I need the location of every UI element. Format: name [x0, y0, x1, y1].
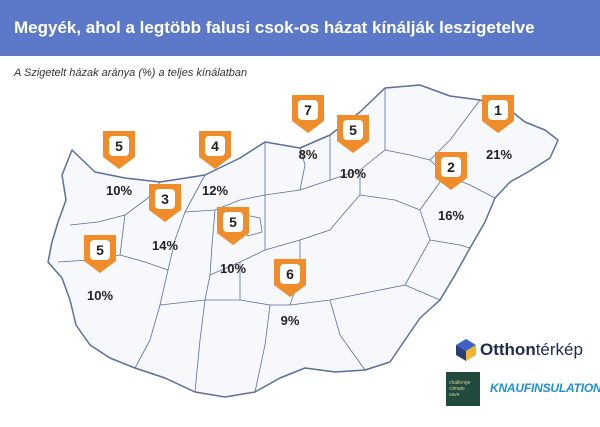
rank-badge-3: 3	[147, 182, 183, 224]
logo-text-light: térkép	[535, 340, 583, 359]
rank-badge-7: 7	[290, 93, 326, 135]
location-pin-icon	[274, 259, 306, 297]
location-pin-icon	[292, 95, 324, 133]
rank-number: 5	[229, 214, 237, 230]
rank-badge-4: 4	[197, 129, 233, 171]
logo-text-bold: Otthon	[480, 340, 536, 359]
rank-badge-5c: 5	[215, 205, 251, 247]
rank-badge-5a: 5	[101, 129, 137, 171]
location-pin-icon	[435, 152, 467, 190]
rank-badge-5b: 5	[335, 113, 371, 155]
rank-number: 5	[96, 242, 104, 258]
percent-label: 10%	[339, 166, 367, 181]
location-pin-icon	[84, 235, 116, 273]
percent-label: 9%	[280, 313, 300, 328]
percent-label: 10%	[86, 288, 114, 303]
rank-number: 1	[494, 102, 502, 118]
rank-number: 7	[304, 102, 312, 118]
percent-label: 10%	[219, 261, 247, 276]
otthonterkep-logo: Otthon térkép	[452, 338, 583, 362]
percent-label: 16%	[437, 208, 465, 223]
percent-label: 12%	[201, 183, 229, 198]
rank-number: 3	[161, 191, 169, 207]
percent-label: 8%	[298, 147, 318, 162]
header-bar: Megyék, ahol a legtöbb falusi csok-os há…	[0, 0, 600, 56]
rank-number: 5	[115, 138, 123, 154]
rank-badge-5d: 5	[82, 233, 118, 275]
knauf-insulation-logo: KNAUFINSULATION	[490, 381, 600, 395]
challenge-line: climate	[449, 386, 465, 392]
map-subtitle: A Szigetelt házak aránya (%) a teljes kí…	[14, 67, 248, 79]
rank-badge-2: 2	[433, 150, 469, 192]
rank-badge-6: 6	[272, 257, 308, 299]
percent-label: 14%	[151, 238, 179, 253]
location-pin-icon	[103, 131, 135, 169]
challenge-line: challenge	[449, 380, 471, 386]
location-pin-icon	[337, 115, 369, 153]
rank-number: 5	[349, 122, 357, 138]
rank-number: 6	[286, 266, 294, 282]
rank-number: 2	[447, 159, 455, 175]
percent-label: 21%	[485, 147, 513, 162]
house-cube-icon	[456, 339, 476, 361]
location-pin-icon	[149, 184, 181, 222]
page-title: Megyék, ahol a legtöbb falusi csok-os há…	[14, 18, 535, 37]
challenge-logo: challenge climate save	[446, 372, 480, 406]
rank-number: 4	[211, 138, 219, 154]
location-pin-icon	[482, 95, 514, 133]
percent-label: 10%	[105, 183, 133, 198]
location-pin-icon	[217, 207, 249, 245]
challenge-line: save	[449, 392, 460, 398]
location-pin-icon	[199, 131, 231, 169]
rank-badge-1: 1	[480, 93, 516, 135]
